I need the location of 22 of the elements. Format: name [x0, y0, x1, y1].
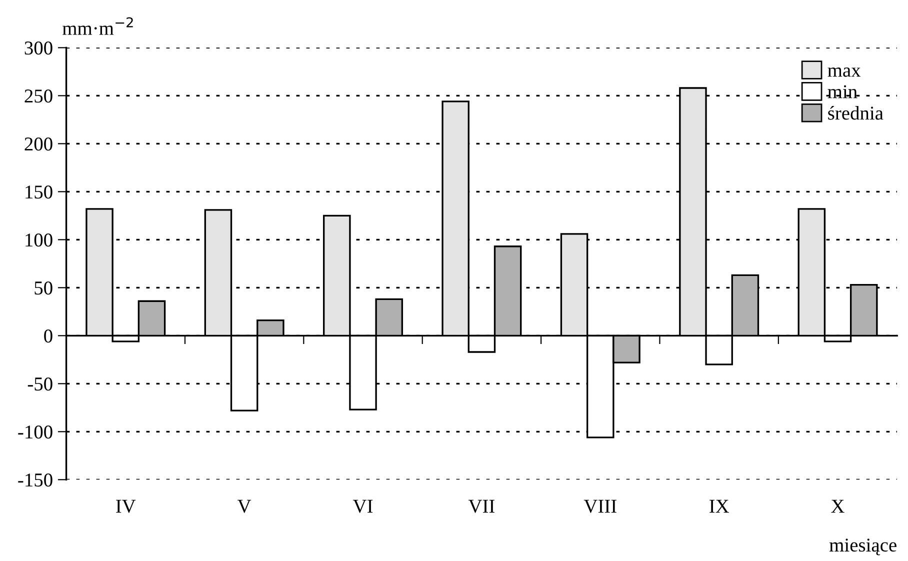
- y-tick-label: 300: [24, 42, 52, 55]
- x-tick-label: V: [238, 500, 252, 513]
- legend-label: max: [828, 67, 861, 77]
- y-tick-label: 250: [24, 89, 52, 103]
- x-axis-title: miesiące: [829, 538, 896, 556]
- x-tick-label: IX: [710, 500, 729, 513]
- y-tick-label: 150: [26, 185, 52, 199]
- legend-label: min: [828, 85, 858, 98]
- y-tick-label: 200: [24, 137, 52, 151]
- y-tick-label: 100: [26, 233, 52, 247]
- x-tick-label: VIII: [584, 500, 616, 513]
- x-tick-label: X: [831, 500, 844, 513]
- x-tick-label: VI: [352, 500, 373, 513]
- x-tick-label: VII: [468, 500, 495, 513]
- x-tick-label: IV: [116, 500, 136, 513]
- y-tick-label: -150: [18, 473, 52, 487]
- y-tick-label: -100: [18, 425, 52, 439]
- y-axis-title: mm·m$^{−2}$: [62, 17, 133, 35]
- legend-label: średnia: [828, 106, 884, 120]
- y-tick-label: 0: [44, 329, 52, 343]
- y-tick-label: -50: [28, 377, 52, 391]
- y-tick-label: 50: [34, 281, 52, 295]
